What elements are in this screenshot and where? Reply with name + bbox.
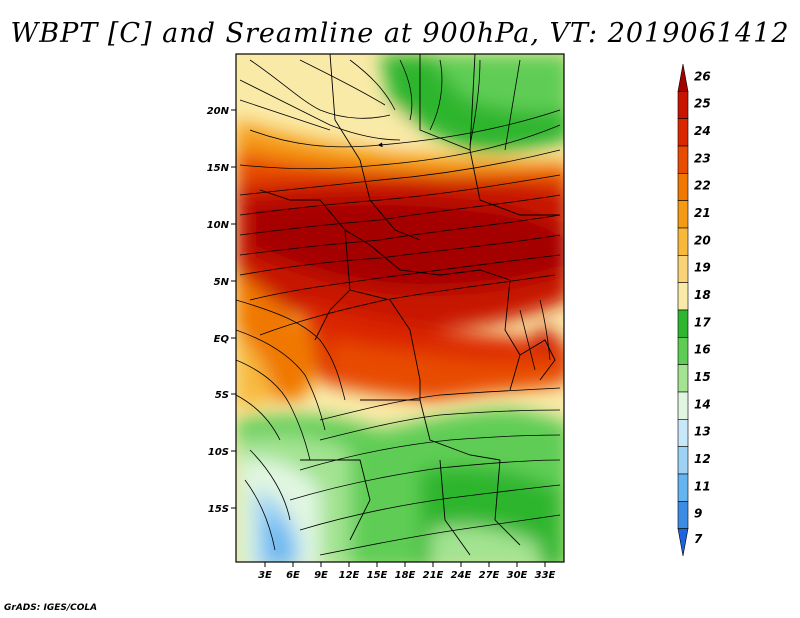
lat-labels: 20N 15N 10N 5N EQ 5S 10S 15S <box>207 106 230 515</box>
colorbar-segment <box>677 528 689 557</box>
colorbar-label: 12 <box>694 452 711 466</box>
colorbar-segment <box>677 446 689 475</box>
colorbar-label: 24 <box>694 124 711 138</box>
colorbar-segment <box>677 227 689 256</box>
lon-label: 12E <box>339 570 360 581</box>
colorbar-segment <box>677 145 689 174</box>
colorbar-segment <box>677 200 689 229</box>
colorbar-label: 14 <box>694 397 711 411</box>
colorbar-segment <box>677 173 689 201</box>
lat-label: 20N <box>207 106 230 117</box>
colorbar-label: 13 <box>694 425 711 439</box>
colorbar-segment <box>677 63 689 92</box>
colorbar-segment <box>677 391 689 420</box>
colorbar-segment <box>677 419 689 447</box>
colorbar-label: 18 <box>694 288 711 302</box>
lon-label: 33E <box>535 570 556 581</box>
colorbar-label: 16 <box>694 343 711 357</box>
colorbar-segment <box>677 118 689 147</box>
colorbar-segment <box>677 309 689 338</box>
credit-text: GrADS: IGES/COLA <box>4 603 98 613</box>
lon-label: 3E <box>258 570 272 581</box>
colorbar-segment <box>677 364 689 393</box>
colorbar-label: 7 <box>694 532 703 546</box>
colorbar-segment <box>677 91 689 119</box>
colorbar-segment <box>677 255 689 283</box>
lon-label: 21E <box>423 570 444 581</box>
lat-label: 10S <box>208 447 229 458</box>
lon-label: 24E <box>451 570 472 581</box>
axis-ticks <box>231 109 546 567</box>
lat-label: EQ <box>214 334 230 345</box>
colorbar-label: 19 <box>694 261 711 275</box>
wbpt-shading <box>236 54 564 562</box>
colorbar-label: 11 <box>694 479 711 493</box>
colorbar-label: 9 <box>694 507 702 521</box>
lat-label: 15N <box>207 163 230 174</box>
colorbar-label: 21 <box>694 206 711 220</box>
lat-label: 5S <box>215 390 229 401</box>
colorbar-segment <box>677 337 689 365</box>
colorbar-label: 25 <box>694 97 711 111</box>
lat-label: 15S <box>208 504 229 515</box>
map-frame <box>235 53 565 563</box>
lon-labels: 3E 6E 9E 12E 15E 18E 21E 24E 27E 30E 33E <box>258 570 555 581</box>
lon-label: 27E <box>479 570 500 581</box>
lat-label: 10N <box>207 220 230 231</box>
lon-label: 6E <box>286 570 300 581</box>
streamlines <box>236 59 561 556</box>
colorbar-segment <box>677 282 689 311</box>
lat-label: 5N <box>214 277 230 288</box>
colorbar-segment <box>677 501 689 529</box>
colorbar-label: 22 <box>694 179 711 193</box>
lon-label: 30E <box>507 570 528 581</box>
colorbar-label: 20 <box>694 233 711 247</box>
lon-label: 15E <box>367 570 388 581</box>
lon-label: 9E <box>314 570 328 581</box>
colorbar-label: 26 <box>694 69 711 83</box>
colorbar: 26 25 24 23 22 21 20 19 18 17 16 15 14 13 12 11 9 7 <box>677 63 711 557</box>
colorbar-label: 23 <box>694 151 711 165</box>
map-title: WBPT [C] and Sreamline at 900hPa, VT: 20… <box>10 18 790 49</box>
colorbar-label: 15 <box>694 370 711 384</box>
colorbar-segment <box>677 473 689 502</box>
country-borders <box>259 54 560 556</box>
lon-label: 18E <box>395 570 416 581</box>
colorbar-label: 17 <box>694 315 711 329</box>
